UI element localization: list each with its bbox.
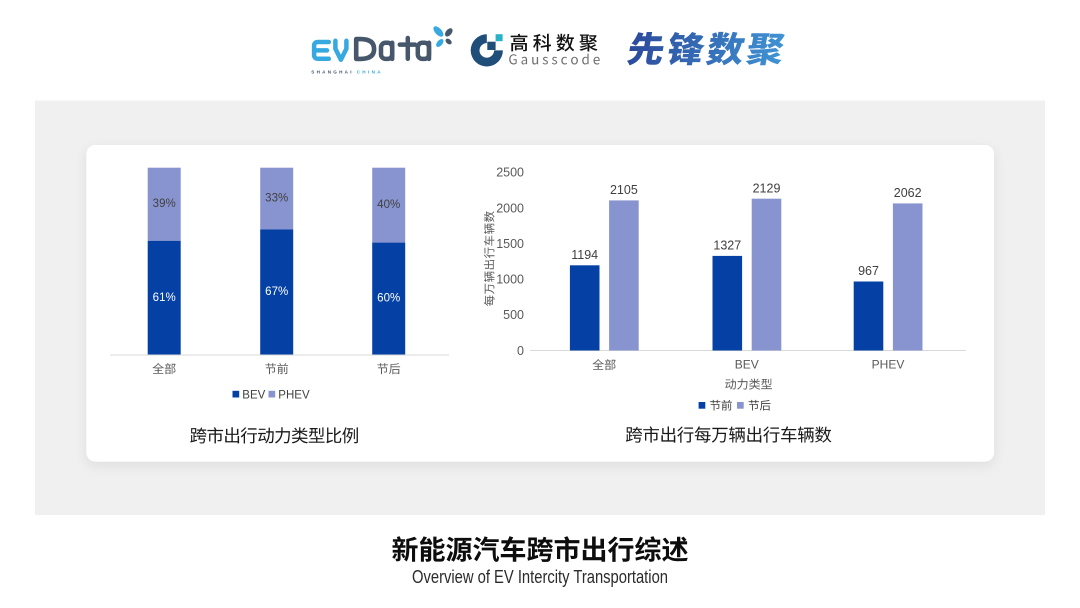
svg-text:39%: 39% [153, 198, 176, 210]
svg-text:61%: 61% [153, 292, 176, 304]
svg-text:67%: 67% [265, 286, 288, 298]
svg-text:1000: 1000 [496, 273, 524, 287]
svg-text:1500: 1500 [496, 237, 524, 251]
svg-text:33%: 33% [265, 193, 288, 205]
svg-text:2129: 2129 [753, 181, 781, 195]
svg-text:1327: 1327 [713, 239, 741, 253]
svg-text:1194: 1194 [571, 248, 598, 262]
svg-text:BEV: BEV [735, 357, 759, 371]
svg-text:2105: 2105 [610, 183, 638, 197]
svg-text:CHINA: CHINA [357, 69, 382, 74]
svg-text:0: 0 [517, 344, 524, 358]
svg-text:40%: 40% [377, 199, 400, 211]
svg-text:967: 967 [858, 264, 879, 278]
svg-text:60%: 60% [377, 293, 400, 305]
svg-text:2062: 2062 [894, 186, 922, 200]
svg-text:Overview of EV Intercity Trans: Overview of EV Intercity Transportation [412, 567, 668, 587]
svg-text:BEV: BEV [242, 390, 265, 402]
svg-text:2500: 2500 [496, 166, 524, 180]
svg-text:500: 500 [503, 308, 524, 322]
svg-text:PHEV: PHEV [278, 390, 310, 402]
svg-text:PHEV: PHEV [872, 357, 905, 371]
svg-text:2000: 2000 [496, 201, 524, 215]
